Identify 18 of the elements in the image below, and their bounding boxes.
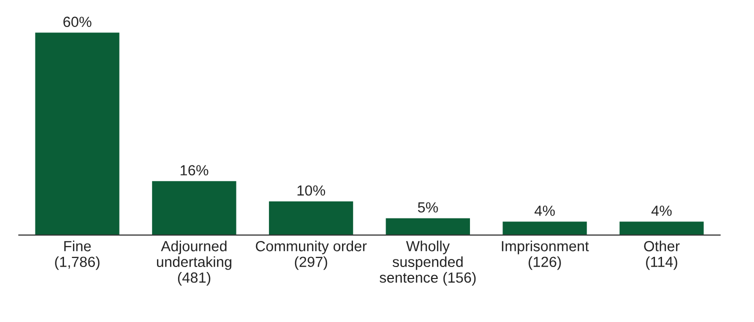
data-label: 5%: [418, 202, 438, 213]
x-tick-label: Adjourned undertaking (481): [157, 240, 232, 286]
data-label: 4%: [534, 206, 555, 216]
x-tick-label: Fine (1,786): [55, 240, 100, 270]
x-tick-label: Other (114): [644, 240, 680, 270]
bar: [35, 32, 120, 236]
x-tick-label: Imprisonment (126): [502, 240, 589, 270]
bar: [268, 201, 354, 236]
x-tick-label: Wholly suspended sentence (156): [380, 240, 476, 286]
x-tick-label: Community order (297): [256, 240, 367, 270]
data-label: 60%: [63, 16, 92, 27]
bar: [620, 222, 704, 236]
data-label: 10%: [298, 185, 326, 196]
bar: [152, 181, 236, 236]
bar: [502, 222, 587, 236]
data-label: 4%: [651, 206, 672, 216]
data-label: 16%: [180, 165, 208, 176]
bar: [386, 218, 470, 236]
